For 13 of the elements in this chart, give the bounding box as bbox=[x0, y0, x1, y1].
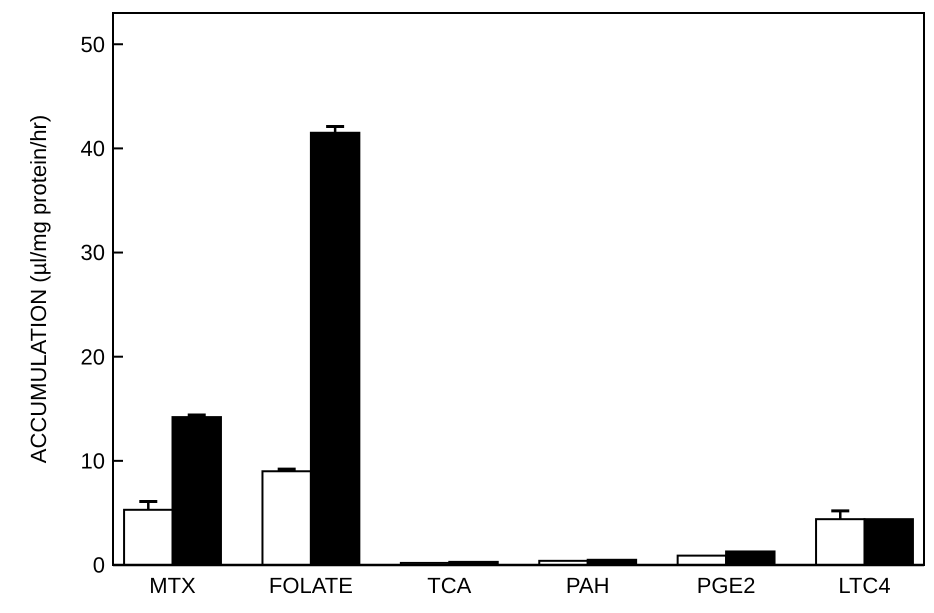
x-tick-label: LTC4 bbox=[838, 573, 891, 598]
y-tick-label: 0 bbox=[92, 552, 105, 578]
y-axis-title: ACCUMULATION (µl/mg protein/hr) bbox=[26, 114, 51, 464]
y-tick-label: 10 bbox=[80, 448, 105, 474]
y-tick-label: 40 bbox=[80, 136, 105, 162]
y-tick-label: 30 bbox=[80, 240, 105, 266]
y-tick-label: 20 bbox=[80, 344, 105, 370]
x-tick-label: PGE2 bbox=[696, 573, 756, 598]
x-tick-label: PAH bbox=[566, 573, 610, 598]
x-tick-label: FOLATE bbox=[268, 573, 353, 598]
x-tick-label: TCA bbox=[427, 573, 472, 598]
y-tick-label: 50 bbox=[80, 32, 105, 57]
x-tick-label: MTX bbox=[149, 573, 196, 598]
